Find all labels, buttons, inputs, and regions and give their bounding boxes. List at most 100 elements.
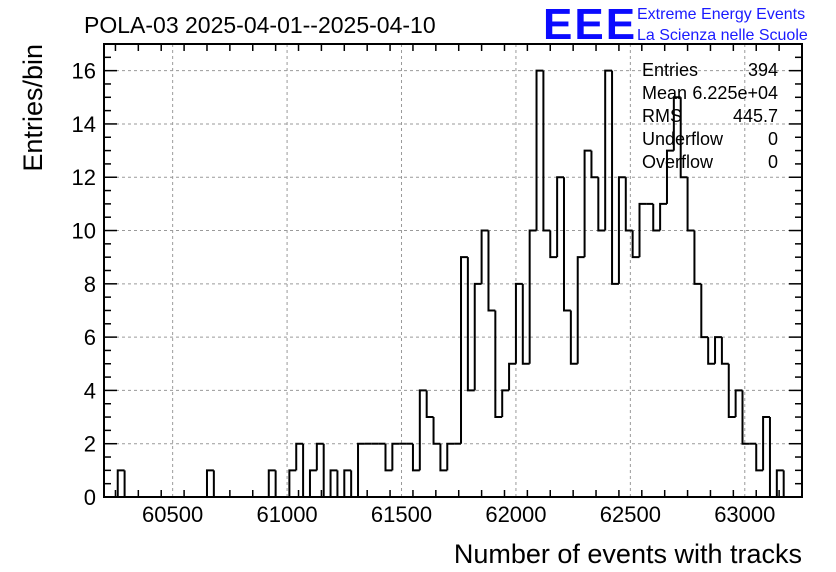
histogram-bin [775, 469, 784, 497]
histogram-bin [480, 229, 489, 284]
histogram-bin [755, 443, 764, 472]
histogram-bin [734, 389, 743, 418]
histogram-bin [329, 469, 338, 497]
stats-box: Entries 394 Mean 6.225e+04 RMS 445.7 Und… [642, 60, 778, 172]
histogram-bin [604, 69, 613, 231]
histogram-bin [611, 70, 619, 285]
histogram-bin [432, 417, 441, 445]
x-tick-label: 60500 [142, 502, 203, 527]
grid-lines [104, 44, 802, 497]
histogram-bin [460, 256, 468, 444]
histogram-bin [714, 336, 722, 364]
histogram-bin [267, 469, 276, 497]
histogram-bin [521, 283, 530, 365]
histogram-bin [665, 149, 674, 204]
histogram-bin [391, 442, 400, 471]
histogram-bin [631, 230, 640, 259]
logo: EEE Extreme Energy Events La Scienza nel… [543, 0, 808, 49]
stats-mean-label: Mean [642, 83, 687, 103]
histogram-bin [741, 390, 750, 445]
histogram-bin [562, 177, 571, 312]
histogram-bin [116, 469, 125, 497]
stats-overflow-label: Overflow [642, 152, 714, 172]
histogram-bin [597, 177, 606, 232]
histogram-bin [439, 443, 448, 472]
histogram-bin [446, 442, 455, 471]
histogram-bin [556, 176, 564, 258]
histogram-bin [411, 443, 420, 472]
histogram-bin [315, 442, 324, 471]
histogram-bin [501, 389, 510, 418]
histogram-bin [638, 202, 647, 258]
histogram-bin [508, 362, 516, 391]
stats-entries-value: 394 [748, 60, 778, 80]
histogram-bin [288, 469, 297, 497]
histogram-bin [700, 283, 709, 339]
histogram-bin [672, 96, 681, 151]
y-tick-label: 6 [84, 325, 96, 350]
histogram-bin [617, 176, 626, 284]
histogram-bin [652, 203, 661, 232]
y-tick-label: 12 [72, 165, 96, 190]
logo-mark: EEE [543, 0, 637, 49]
axis-ticks [104, 43, 803, 498]
histogram-bin [384, 443, 393, 472]
histogram-bin [308, 469, 317, 497]
y-tick-label: 0 [84, 485, 96, 510]
x-tick-label: 62000 [485, 502, 546, 527]
y-tick-label: 4 [84, 378, 96, 403]
histogram-bin [583, 149, 592, 258]
histogram-bin [494, 310, 503, 419]
logo-line-2: La Scienza nelle Scuole [637, 27, 808, 44]
y-tick-label: 16 [72, 59, 96, 84]
histogram-bin [357, 442, 365, 497]
histogram-bin [727, 363, 736, 419]
histogram-bin [514, 282, 523, 364]
histogram-bin [693, 230, 702, 285]
x-tick-label: 62500 [600, 502, 661, 527]
histogram-bin [425, 390, 434, 419]
histogram-bin [707, 337, 716, 365]
histogram-bin [679, 97, 688, 179]
y-tick-label: 14 [72, 112, 96, 137]
histogram-bin [624, 177, 633, 232]
x-axis-title: Number of events with tracks [454, 539, 802, 569]
y-tick-label: 10 [72, 219, 96, 244]
histogram-bin [205, 469, 214, 497]
x-tick-label: 63000 [714, 502, 775, 527]
histogram-bin [569, 310, 578, 365]
stats-mean-value: 6.225e+04 [692, 83, 778, 103]
stats-rms-label: RMS [642, 106, 682, 126]
histogram-bin [535, 69, 544, 231]
logo-line-1: Extreme Energy Events [637, 6, 805, 23]
histogram-bin [762, 416, 770, 471]
histogram-bin [473, 282, 482, 391]
histogram-bin [686, 177, 695, 232]
histogram-bin [343, 469, 352, 497]
y-tick-label: 2 [84, 432, 96, 457]
x-tick-label: 61500 [371, 502, 432, 527]
chart-title: POLA-03 2025-04-01--2025-04-10 [84, 12, 436, 38]
histogram-bin [542, 70, 551, 232]
x-tick-label: 61000 [256, 502, 317, 527]
histogram-bin [576, 256, 585, 364]
histogram-bin [590, 150, 599, 179]
stats-overflow-value: 0 [768, 152, 778, 172]
tick-labels: 60500 61000 61500 62000 62500 63000 0 2 4 6 8 10 12 1… [72, 59, 776, 527]
histogram-bin [720, 337, 729, 365]
histogram-bin [528, 229, 537, 364]
y-axis-title: Entries/bin [18, 44, 48, 172]
stats-rms-value: 445.7 [733, 106, 778, 126]
histogram-bin [549, 230, 558, 259]
histogram-bin [659, 202, 667, 231]
stats-underflow-value: 0 [768, 129, 778, 149]
histogram-bin [466, 257, 475, 392]
histogram-bin [487, 230, 496, 312]
stats-underflow-label: Underflow [642, 129, 724, 149]
histogram-bin [295, 442, 304, 471]
histogram-bin [418, 389, 427, 471]
y-tick-label: 8 [84, 272, 96, 297]
stats-entries-label: Entries [642, 60, 698, 80]
